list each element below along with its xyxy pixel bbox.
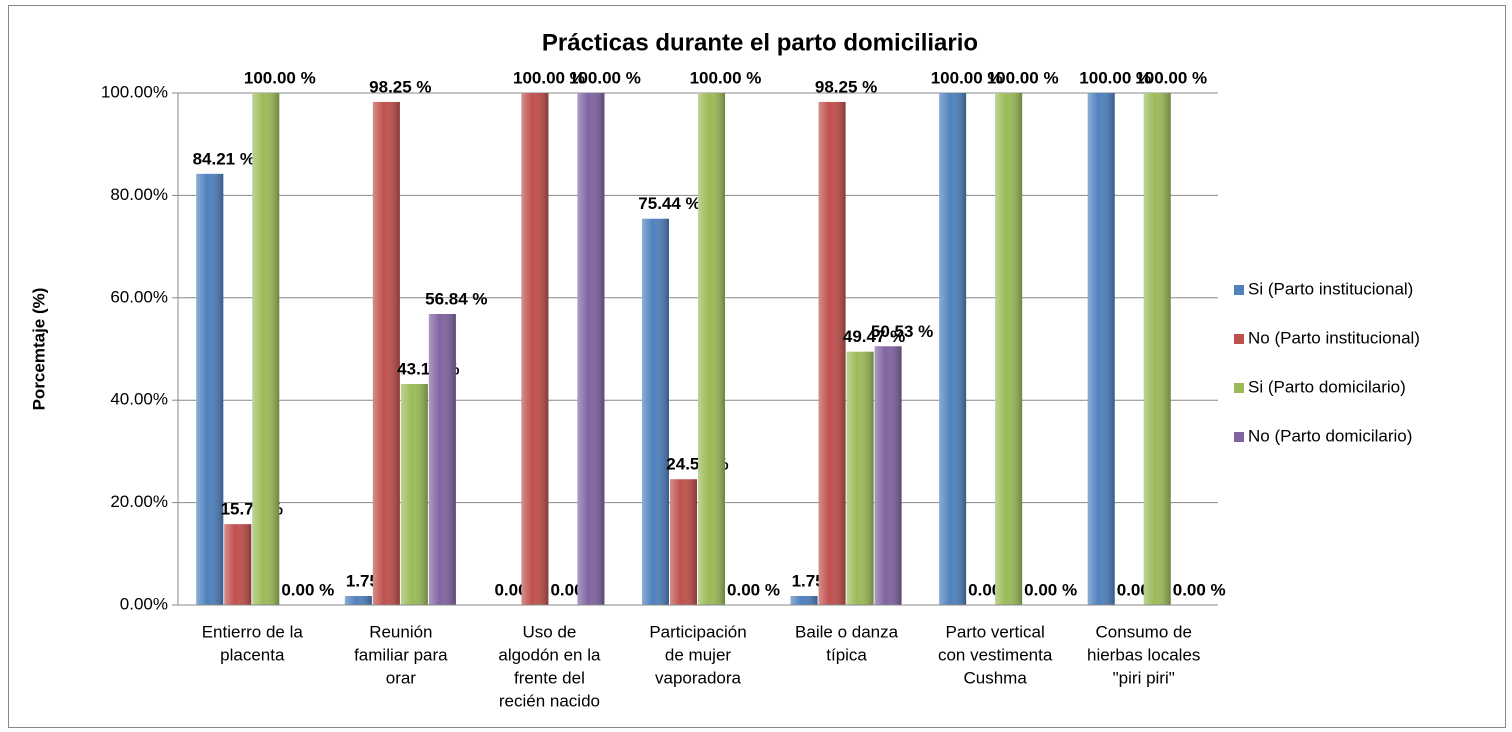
x-tick-label: Participación bbox=[649, 622, 746, 641]
x-tick-label: Parto vertical bbox=[946, 622, 1045, 641]
bar bbox=[577, 93, 605, 605]
x-tick-label: orar bbox=[386, 668, 417, 687]
data-label: 50.53 % bbox=[871, 322, 933, 341]
bar bbox=[372, 101, 400, 606]
bar bbox=[428, 313, 456, 605]
bar bbox=[642, 218, 669, 605]
bar bbox=[1143, 93, 1171, 605]
legend-label: No (Parto domicilario) bbox=[1248, 426, 1412, 445]
x-tick-label: Consumo de bbox=[1096, 622, 1192, 641]
y-tick-label: 60.00% bbox=[110, 287, 168, 306]
data-label: 100.00 % bbox=[244, 68, 316, 87]
data-label: 98.25 % bbox=[369, 77, 431, 96]
bar bbox=[995, 93, 1023, 605]
data-label: 0.00 % bbox=[1024, 580, 1077, 599]
x-tick-label: Baile o danza bbox=[795, 622, 899, 641]
data-label: 100.00 % bbox=[1079, 68, 1151, 87]
chart-title: Prácticas durante el parto domiciliario bbox=[542, 29, 978, 56]
legend-swatch bbox=[1234, 334, 1244, 344]
x-tick-label: Entierro de la bbox=[202, 622, 304, 641]
legend-swatch bbox=[1234, 285, 1244, 295]
data-label: 100.00 % bbox=[931, 68, 1003, 87]
x-tick-label: Uso de bbox=[522, 622, 576, 641]
legend-label: Si (Parto institucional) bbox=[1248, 279, 1413, 298]
data-label: 100.00 % bbox=[987, 68, 1059, 87]
x-tick-label: con vestimenta bbox=[938, 645, 1053, 664]
y-axis-title: Porcemtaje (%) bbox=[29, 288, 48, 411]
y-tick-label: 100.00% bbox=[101, 82, 168, 101]
bar bbox=[1087, 93, 1115, 605]
x-tick-label: familiar para bbox=[354, 645, 448, 664]
bar bbox=[670, 479, 697, 605]
data-label: 100.00 % bbox=[513, 68, 585, 87]
bar bbox=[790, 596, 818, 605]
bar bbox=[224, 524, 252, 605]
x-tick-label: recién nacido bbox=[499, 691, 600, 710]
data-label: 84.21 % bbox=[193, 149, 255, 168]
y-tick-label: 0.00% bbox=[120, 594, 168, 613]
bar bbox=[344, 596, 372, 605]
legend-label: Si (Parto domicilario) bbox=[1248, 377, 1406, 396]
bar bbox=[874, 346, 902, 605]
bar bbox=[400, 384, 428, 605]
bar bbox=[698, 93, 725, 605]
bar bbox=[939, 93, 967, 605]
data-label: 0.00 % bbox=[1173, 580, 1226, 599]
x-tick-label: Reunión bbox=[369, 622, 432, 641]
bar bbox=[196, 173, 224, 606]
data-label: 100.00 % bbox=[690, 68, 762, 87]
data-label: 0.00 % bbox=[727, 580, 780, 599]
x-tick-label: típica bbox=[826, 645, 867, 664]
x-tick-label: "piri piri" bbox=[1113, 668, 1175, 687]
data-label: 56.84 % bbox=[425, 289, 487, 308]
data-label: 49.47 % bbox=[843, 327, 905, 346]
chart-border bbox=[8, 5, 1506, 728]
x-tick-label: Cushma bbox=[963, 668, 1027, 687]
x-tick-label: placenta bbox=[220, 645, 285, 664]
data-label: 100.00 % bbox=[1135, 68, 1207, 87]
y-tick-label: 20.00% bbox=[110, 492, 168, 511]
data-label: 100.00 % bbox=[569, 68, 641, 87]
bar bbox=[521, 93, 549, 605]
bar bbox=[846, 351, 874, 605]
legend-swatch bbox=[1234, 383, 1244, 393]
x-tick-label: vaporadora bbox=[655, 668, 742, 687]
data-label: 0.00 % bbox=[281, 580, 334, 599]
x-tick-label: hierbas locales bbox=[1087, 645, 1200, 664]
y-tick-label: 80.00% bbox=[110, 185, 168, 204]
data-label: 98.25 % bbox=[815, 77, 877, 96]
bar bbox=[252, 93, 280, 605]
y-tick-label: 40.00% bbox=[110, 390, 168, 409]
legend-swatch bbox=[1234, 432, 1244, 442]
x-tick-label: de mujer bbox=[665, 645, 731, 664]
x-tick-label: algodón en la bbox=[498, 645, 601, 664]
data-label: 75.44 % bbox=[638, 194, 700, 213]
x-tick-label: frente del bbox=[514, 668, 585, 687]
legend-label: No (Parto institucional) bbox=[1248, 328, 1420, 347]
bar bbox=[818, 101, 846, 606]
